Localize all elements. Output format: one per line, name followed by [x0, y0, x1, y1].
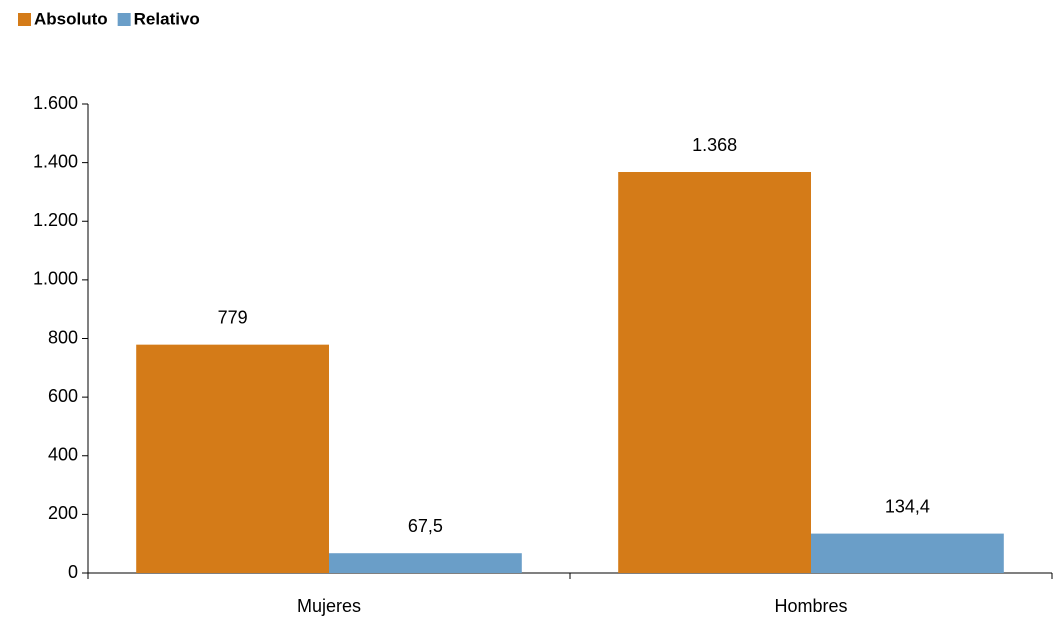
bar [811, 533, 1004, 573]
y-tick-label: 1.600 [33, 93, 78, 113]
y-tick-label: 200 [48, 503, 78, 523]
bar [329, 553, 522, 573]
value-label: 1.368 [692, 135, 737, 155]
y-tick-label: 1.400 [33, 151, 78, 171]
value-label: 67,5 [408, 516, 443, 536]
y-tick-label: 1.200 [33, 210, 78, 230]
value-label: 779 [218, 307, 248, 327]
legend-label: Absoluto [34, 9, 108, 28]
legend-label: Relativo [134, 9, 200, 28]
y-tick-label: 800 [48, 327, 78, 347]
legend-swatch [117, 13, 131, 26]
y-tick-label: 400 [48, 445, 78, 465]
bar [618, 172, 811, 573]
y-tick-label: 0 [68, 562, 78, 582]
x-tick-label: Hombres [774, 596, 847, 616]
x-tick-label: Mujeres [297, 596, 361, 616]
y-tick-label: 600 [48, 386, 78, 406]
value-label: 134,4 [885, 496, 930, 516]
bar [136, 344, 329, 573]
legend-swatch [18, 13, 31, 26]
y-tick-label: 1.000 [33, 269, 78, 289]
